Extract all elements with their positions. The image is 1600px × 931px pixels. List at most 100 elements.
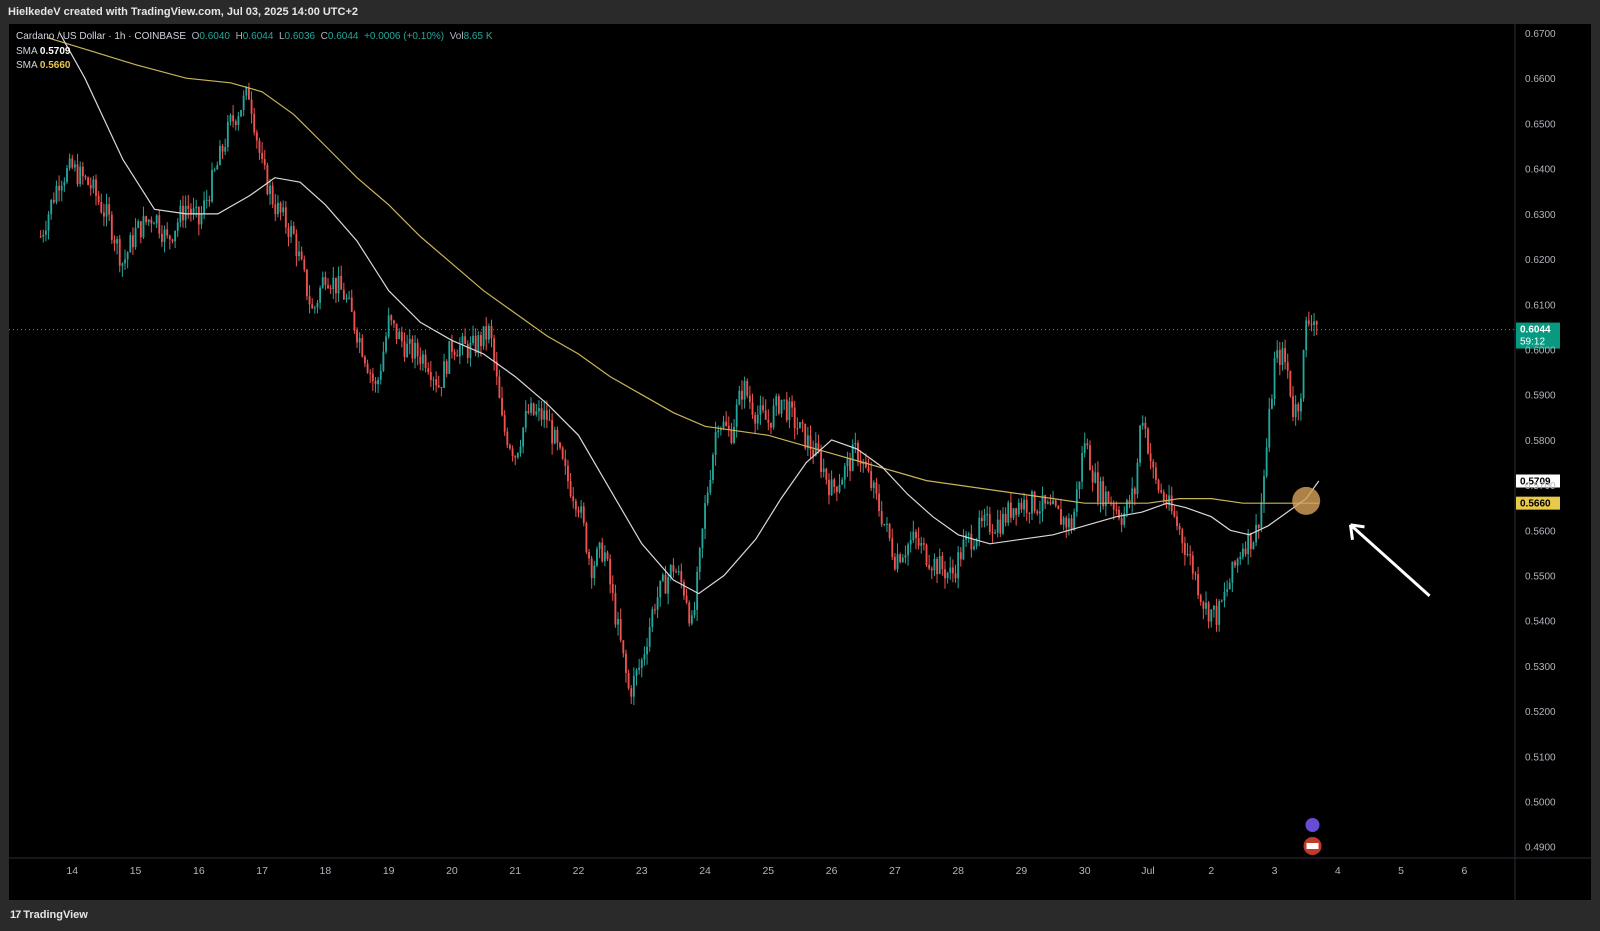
- x-tick-label: 5: [1398, 865, 1404, 877]
- candle-body-down: [1025, 499, 1028, 513]
- candle-body-up: [904, 555, 907, 558]
- candle-body-down: [261, 152, 264, 160]
- candle-body-down: [1154, 467, 1157, 480]
- candle-body-down: [356, 330, 358, 343]
- candle-body-up: [226, 121, 229, 148]
- candle-body-down: [76, 164, 79, 185]
- candle-body-up: [516, 452, 519, 458]
- candle-body-down: [474, 335, 477, 354]
- tradingview-logo[interactable]: 17 TradingView: [10, 909, 88, 921]
- candle-body-down: [878, 493, 880, 511]
- sma-slow-label: SMA: [16, 60, 38, 71]
- candle-body-down: [266, 165, 269, 195]
- open-value: 0.6040: [199, 31, 230, 42]
- candle-body-up: [1081, 453, 1084, 482]
- candle-body-up: [524, 411, 527, 428]
- candle-body-up: [1247, 532, 1250, 555]
- candle-body-up: [706, 492, 709, 504]
- candle-body-down: [445, 361, 448, 374]
- sma-fast-value: 0.5709: [39, 45, 71, 57]
- candle-body-down: [849, 458, 851, 471]
- candle-body-down: [762, 405, 764, 411]
- candle-body-down: [1004, 513, 1007, 523]
- candle-body-up: [667, 577, 670, 594]
- candle-body-down: [572, 496, 575, 501]
- candle-body-up: [722, 421, 725, 429]
- last-price-countdown: 59:12: [1520, 337, 1545, 348]
- candle-body-down: [1120, 518, 1123, 525]
- candle-body-up: [105, 204, 108, 217]
- x-tick-label: 24: [699, 865, 711, 877]
- candle-body-down: [675, 571, 677, 573]
- candle-body-up: [337, 276, 340, 294]
- candle-body-up: [1141, 422, 1144, 426]
- candle-body-up: [448, 341, 451, 374]
- candle-body-down: [350, 297, 353, 312]
- candle-body-down: [1115, 509, 1118, 511]
- candle-body-up: [60, 185, 63, 191]
- candle-body-down: [1149, 453, 1152, 462]
- candle-body-up: [176, 222, 179, 231]
- candle-body-down: [1144, 422, 1147, 429]
- chart-legend: Cardano / US Dollar · 1h · COINBASE O0.6…: [16, 30, 493, 74]
- candle-body-up: [55, 185, 58, 203]
- candle-body-down: [1128, 500, 1131, 504]
- candle-body-up: [121, 263, 124, 266]
- candle-body-up: [1205, 602, 1207, 609]
- candle-body-down: [374, 380, 377, 385]
- candle-body-up: [854, 442, 857, 445]
- candle-body-down: [403, 341, 406, 357]
- candle-body-down: [139, 221, 142, 238]
- us-flag-stripe: [1306, 843, 1319, 849]
- candle-body-up: [901, 557, 904, 563]
- x-tick-label: 6: [1461, 865, 1467, 877]
- candle-body-down: [630, 688, 633, 697]
- chart-panel[interactable]: 0.5709 0.5660 0.6044 59:12 0.6700 0.6600 0.65…: [9, 24, 1591, 900]
- candle-body-up: [975, 539, 978, 547]
- candle-body-down: [89, 184, 92, 189]
- volume-label: Vol: [449, 31, 464, 42]
- candle-body-down: [1118, 509, 1120, 519]
- candle-body-down: [327, 285, 329, 289]
- candle-body-down: [582, 506, 585, 523]
- candle-body-up: [406, 343, 409, 357]
- candle-body-up: [1038, 511, 1041, 514]
- candle-body-down: [574, 500, 577, 510]
- candle-body-up: [635, 669, 638, 676]
- candle-body-up: [738, 390, 741, 405]
- volume-value: 8.65 K: [463, 31, 493, 42]
- candle-body-up: [851, 444, 854, 471]
- candle-body-down: [601, 542, 604, 562]
- candle-body-down: [1286, 362, 1289, 371]
- candle-body-down: [727, 425, 730, 430]
- candle-body-up: [332, 277, 335, 290]
- candle-body-up: [408, 338, 411, 344]
- candle-body-down: [335, 277, 337, 294]
- candle-body-down: [456, 355, 459, 357]
- candle-body-down: [1086, 443, 1089, 446]
- candle-body-down: [95, 179, 97, 196]
- x-tick-label: 16: [193, 865, 205, 877]
- candle-body-up: [195, 206, 198, 209]
- candle-body-up: [245, 87, 248, 96]
- candle-body-down: [812, 449, 815, 456]
- y-tick-label: 0.5200: [1525, 707, 1556, 718]
- candle-body-down: [685, 595, 688, 603]
- candle-body-down: [791, 401, 793, 408]
- candle-body-up: [213, 169, 216, 171]
- candle-body-down: [680, 571, 683, 583]
- sma-slow-row[interactable]: SMA 0.5660: [16, 59, 493, 74]
- candle-body-down: [39, 236, 42, 238]
- candle-body-up: [47, 214, 50, 231]
- candle-body-up: [920, 543, 923, 546]
- candle-body-down: [1191, 555, 1194, 574]
- candle-body-up: [593, 565, 596, 579]
- x-tick-label: 4: [1335, 865, 1341, 877]
- sma-fast-label: SMA: [16, 45, 38, 57]
- candle-body-down: [1091, 470, 1094, 483]
- candle-body-up: [298, 251, 300, 257]
- candle-body-down: [81, 166, 84, 177]
- sma-fast-row[interactable]: SMA 0.5709: [16, 45, 493, 60]
- candle-body-up: [1313, 321, 1316, 325]
